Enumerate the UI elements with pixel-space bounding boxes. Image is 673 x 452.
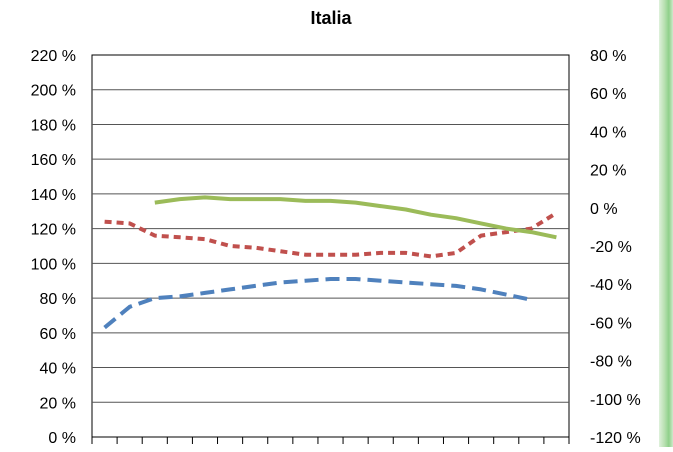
y-right-tick-label: -60 % [590, 315, 632, 332]
y-right-tick-label: 0 % [590, 201, 618, 218]
y-right-tick-label: -120 % [590, 430, 641, 447]
y-right-tick-label: 60 % [590, 86, 626, 103]
y-left-tick-label: 140 % [31, 187, 76, 204]
plot-area [91, 54, 570, 438]
y-right-tick-label: 80 % [590, 48, 626, 65]
y-left-tick-label: 200 % [31, 83, 76, 100]
series-line-1 [103, 277, 532, 330]
y-left-tick-label: 40 % [40, 361, 76, 378]
y-left-tick-label: 100 % [31, 256, 76, 273]
y-left-tick-label: 220 % [31, 48, 76, 65]
y-left-tick-label: 120 % [31, 222, 76, 239]
series-line-2 [104, 211, 558, 259]
y-left-tick-label: 0 % [48, 430, 76, 447]
series-line-3 [154, 195, 557, 240]
y-right-tick-label: 20 % [590, 163, 626, 180]
decorative-green-strip [659, 0, 673, 447]
y-left-tick-label: 80 % [40, 291, 76, 308]
y-right-tick-label: -40 % [590, 277, 632, 294]
y-right-tick-label: -100 % [590, 392, 641, 409]
y-left-tick-label: 60 % [40, 326, 76, 343]
chart-title: Italia [310, 8, 352, 28]
y-right-tick-label: 40 % [590, 124, 626, 141]
y-left-tick-label: 20 % [40, 395, 76, 412]
y-left-tick-label: 160 % [31, 152, 76, 169]
y-right-tick-label: -20 % [590, 239, 632, 256]
y-right-tick-label: -80 % [590, 354, 632, 371]
y-left-tick-label: 180 % [31, 117, 76, 134]
